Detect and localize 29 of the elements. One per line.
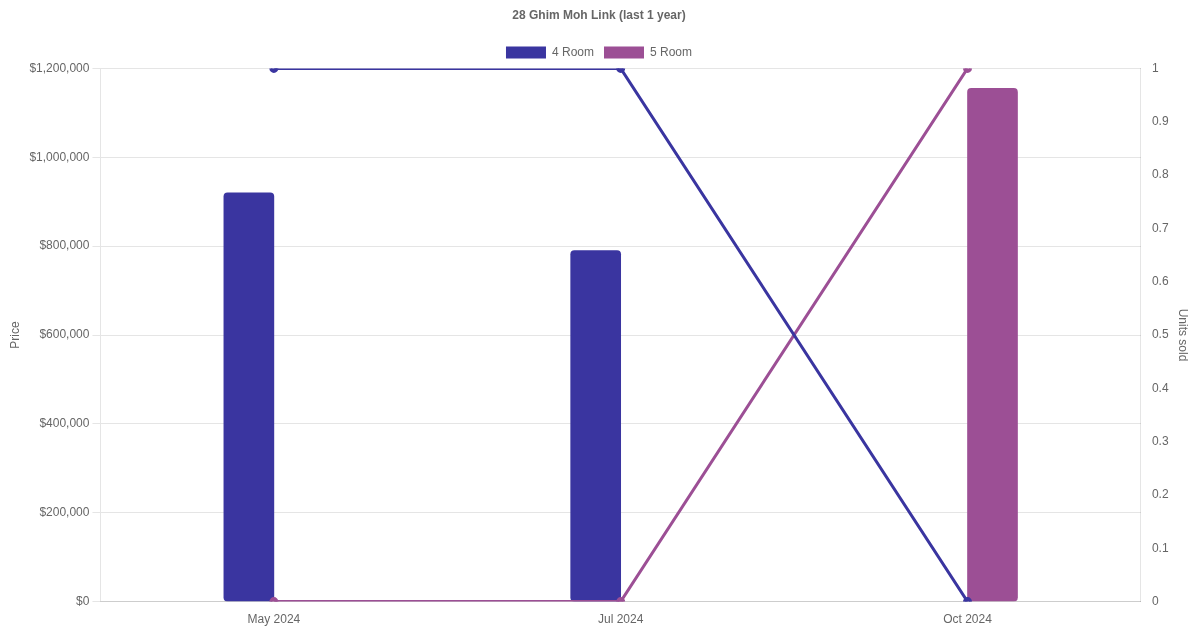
bar — [570, 250, 622, 602]
y2-tick-label: 0.6 — [1151, 273, 1169, 288]
y2-tick-label: 0.5 — [1151, 327, 1169, 342]
x-tick-label: Jul 2024 — [598, 612, 644, 627]
legend-label: 5 Room — [650, 44, 693, 59]
y-tick-label: $1,200,000 — [29, 60, 90, 75]
x-tick-label: May 2024 — [247, 612, 301, 627]
y2-tick-label: 0.8 — [1151, 167, 1169, 182]
bar — [223, 192, 275, 602]
legend-label: 4 Room — [551, 44, 595, 59]
y2-tick-label: 0.2 — [1151, 487, 1169, 502]
y-axis-title: Price — [7, 321, 22, 349]
y2-axis-title: Units sold — [1176, 308, 1191, 362]
x-tick-label: Oct 2024 — [943, 612, 993, 627]
y-tick-label: $200,000 — [39, 505, 90, 520]
y2-tick-label: 0.4 — [1151, 380, 1169, 395]
chart-title: 28 Ghim Moh Link (last 1 year) — [512, 7, 686, 22]
y-tick-label: $800,000 — [39, 238, 90, 253]
y-tick-label: $0 — [76, 593, 90, 608]
y2-tick-label: 1 — [1151, 60, 1159, 75]
y2-tick-label: 0.3 — [1151, 433, 1169, 448]
y2-tick-label: 0 — [1151, 593, 1159, 608]
y-tick-label: $1,000,000 — [29, 149, 90, 164]
bar — [967, 88, 1018, 602]
y2-tick-label: 0.9 — [1151, 114, 1169, 129]
y2-tick-label: 0.7 — [1151, 220, 1169, 235]
y2-tick-label: 0.1 — [1151, 540, 1169, 555]
y-tick-label: $600,000 — [39, 327, 90, 342]
y-tick-label: $400,000 — [39, 416, 90, 431]
